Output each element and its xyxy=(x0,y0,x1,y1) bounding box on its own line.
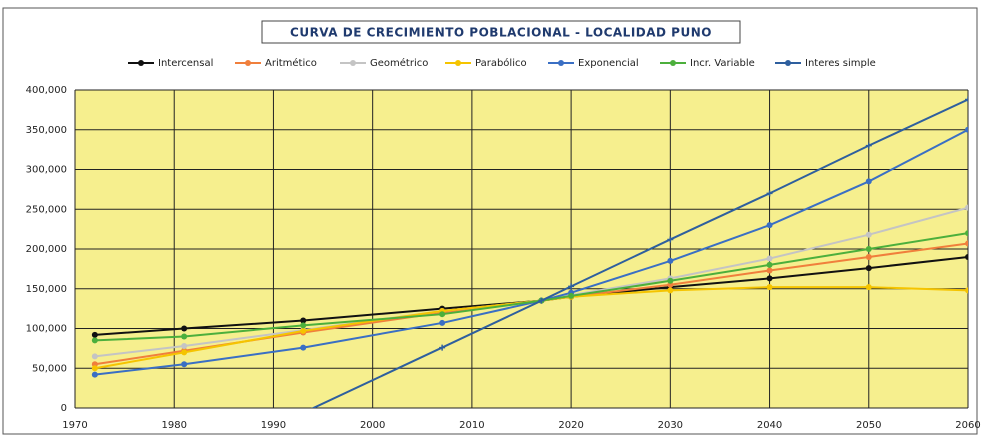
point-marker xyxy=(766,275,773,282)
point-marker xyxy=(300,327,307,334)
x-tick-label: 2030 xyxy=(658,420,683,431)
point-marker xyxy=(91,331,98,338)
point-marker xyxy=(965,253,968,260)
x-tick-label: 2050 xyxy=(856,420,881,431)
point-marker xyxy=(667,277,674,284)
point-marker xyxy=(865,265,872,272)
legend-label: Geométrico xyxy=(370,57,428,69)
y-tick-label: 400,000 xyxy=(26,85,67,96)
x-tick-label: 1970 xyxy=(62,420,87,431)
legend-marker xyxy=(245,60,251,66)
point-marker xyxy=(865,284,872,291)
title-box xyxy=(261,20,741,44)
point-marker xyxy=(965,126,968,133)
legend-label: Aritmético xyxy=(265,57,317,69)
point-marker xyxy=(181,333,188,340)
y-tick-label: 350,000 xyxy=(26,125,67,136)
x-tick-label: 2000 xyxy=(360,420,385,431)
point-marker xyxy=(439,319,446,326)
point-marker xyxy=(667,257,674,264)
y-tick-label: 100,000 xyxy=(26,324,67,335)
point-marker xyxy=(91,371,98,378)
point-marker xyxy=(300,344,307,351)
point-marker xyxy=(568,283,575,290)
point-marker xyxy=(91,353,98,360)
point-marker xyxy=(965,96,968,103)
x-tick-label: 2040 xyxy=(757,420,782,431)
legend-label: Parabólico xyxy=(475,57,527,69)
point-marker xyxy=(181,349,188,356)
point-marker xyxy=(865,246,872,252)
point-marker xyxy=(766,190,773,197)
series-line xyxy=(94,232,968,342)
legend-label: Intercensal xyxy=(158,58,213,69)
point-marker xyxy=(766,222,773,229)
point-marker xyxy=(300,322,307,329)
point-marker xyxy=(181,325,188,332)
y-tick-label: 200,000 xyxy=(26,244,67,255)
legend-marker xyxy=(558,60,564,66)
point-marker xyxy=(965,287,968,294)
point-marker xyxy=(766,284,773,291)
y-tick-label: 300,000 xyxy=(26,165,67,176)
series-line xyxy=(311,98,968,408)
point-marker xyxy=(538,297,545,304)
legend-label: Exponencial xyxy=(578,58,639,69)
point-marker xyxy=(766,261,773,268)
legend-label: Incr. Variable xyxy=(690,58,755,69)
x-tick-label: 1980 xyxy=(161,420,186,431)
legend-marker xyxy=(138,60,144,66)
point-marker xyxy=(865,231,872,238)
point-marker xyxy=(965,240,968,247)
point-marker xyxy=(965,204,968,211)
point-marker xyxy=(439,344,446,351)
point-marker xyxy=(91,365,98,372)
point-marker xyxy=(300,317,307,324)
legend-marker xyxy=(670,60,676,66)
legend-marker xyxy=(455,60,461,66)
series-line xyxy=(94,128,968,376)
x-tick-label: 2020 xyxy=(558,420,583,431)
point-marker xyxy=(965,230,968,237)
point-marker xyxy=(439,311,446,318)
point-marker xyxy=(667,287,674,294)
point-marker xyxy=(181,342,188,349)
legend-marker xyxy=(785,60,791,66)
y-tick-label: 50,000 xyxy=(32,363,67,374)
y-tick-label: 150,000 xyxy=(26,284,67,295)
point-marker xyxy=(766,255,773,262)
legend-label: Interes simple xyxy=(805,58,876,69)
point-marker xyxy=(91,337,98,344)
y-tick-label: 250,000 xyxy=(26,204,67,215)
x-tick-label: 1990 xyxy=(261,420,286,431)
point-marker xyxy=(667,236,674,243)
point-marker xyxy=(865,253,872,260)
point-marker xyxy=(568,292,575,299)
point-marker xyxy=(865,178,872,185)
y-tick-label: 0 xyxy=(61,403,67,414)
point-marker xyxy=(181,361,188,368)
legend-marker xyxy=(350,60,356,66)
x-tick-label: 2060 xyxy=(955,420,980,431)
x-tick-label: 2010 xyxy=(459,420,484,431)
chart-title: CURVA DE CRECIMIENTO POBLACIONAL - LOCAL… xyxy=(290,26,712,40)
point-marker xyxy=(766,267,773,274)
point-marker xyxy=(865,142,872,149)
